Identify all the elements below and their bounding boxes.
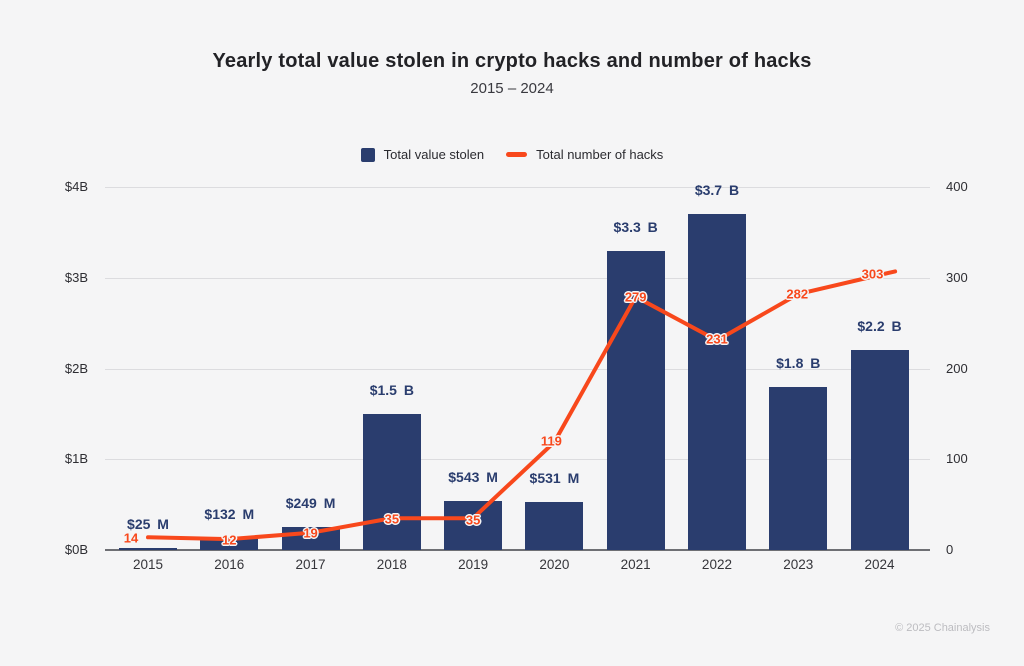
bar-2018: [362, 413, 421, 550]
left-axis-tick: $3B: [64, 269, 88, 285]
line-value-label: 303: [861, 266, 884, 282]
legend-label: Total number of hacks: [536, 147, 664, 162]
legend-item-total-value-stolen: Total value stolen: [360, 147, 485, 162]
bar-2023: [769, 386, 828, 550]
bar-value-label: $249 M: [285, 495, 336, 512]
line-value-label: 35: [384, 511, 400, 527]
bar-2015: [119, 547, 177, 550]
bar-value-label: $132 M: [204, 506, 255, 523]
line-swatch-icon: [506, 152, 528, 157]
right-axis-tick: 400: [946, 179, 968, 194]
right-axis-tick: 300: [946, 269, 968, 285]
bar-value-label: $3.3 B: [613, 218, 658, 235]
copyright-text: © 2025 Chainalysis: [895, 622, 990, 634]
line-value-label: 12: [222, 532, 237, 548]
left-axis-tick: $0B: [64, 542, 88, 557]
left-axis-tick: $2B: [64, 360, 88, 376]
gridline: [105, 187, 930, 188]
bar-2016: [200, 538, 259, 550]
hacks-line-series: [146, 269, 898, 542]
x-axis-tick: 2020: [539, 557, 570, 572]
bar-value-label: $1.8 B: [776, 354, 821, 371]
line-value-label: 279: [624, 289, 647, 305]
x-axis-tick: 2015: [132, 557, 164, 572]
line-path: [146, 269, 898, 542]
right-axis-tick: 100: [946, 451, 968, 467]
legend-item-total-number-of-hacks: Total number of hacks: [506, 147, 663, 162]
left-axis-tick: $1B: [64, 451, 88, 467]
x-axis-tick: 2017: [295, 557, 326, 572]
right-axis-tick: 0: [946, 542, 954, 557]
bar-value-label: $3.7 B: [694, 182, 740, 199]
chart-title: Yearly total value stolen in crypto hack…: [212, 50, 812, 72]
line-value-label: 19: [303, 525, 318, 541]
bar-value-label: $531 M: [529, 469, 580, 486]
gridline: [105, 368, 930, 370]
x-axis-tick: 2016: [214, 557, 245, 572]
bar-swatch-icon: [360, 147, 375, 162]
line-value-label: 282: [786, 286, 809, 302]
x-axis-tick: 2018: [376, 557, 407, 572]
right-axis-tick: 200: [946, 360, 968, 376]
bar-value-label: $25 M: [127, 515, 169, 532]
x-axis-tick: 2019: [458, 557, 489, 572]
line-value-label: 35: [465, 512, 481, 528]
x-axis-tick: 2022: [701, 557, 732, 572]
bar-value-label: $1.5 B: [369, 381, 414, 398]
bar-value-label: $2.2 B: [857, 318, 902, 335]
line-value-label: 119: [540, 433, 562, 449]
chart-subtitle: 2015 – 2024: [470, 80, 554, 97]
bar-2019: [444, 500, 503, 550]
line-value-label: 14: [123, 530, 139, 546]
gridline: [105, 459, 930, 461]
bar-2020: [525, 501, 584, 550]
left-axis-tick: $4B: [64, 179, 88, 194]
x-axis-tick: 2021: [620, 557, 651, 572]
x-axis-tick: 2024: [864, 557, 895, 572]
x-axis-line: [105, 548, 930, 551]
legend: Total value stolen Total number of hacks: [0, 147, 1024, 162]
legend-label: Total value stolen: [383, 147, 485, 162]
bar-value-label: $543 M: [448, 468, 498, 485]
bar-2024: [850, 350, 909, 550]
line-value-label: 231: [706, 331, 728, 347]
bar-2022: [687, 214, 746, 550]
gridline: [105, 277, 930, 279]
x-axis-tick: 2023: [783, 557, 814, 572]
